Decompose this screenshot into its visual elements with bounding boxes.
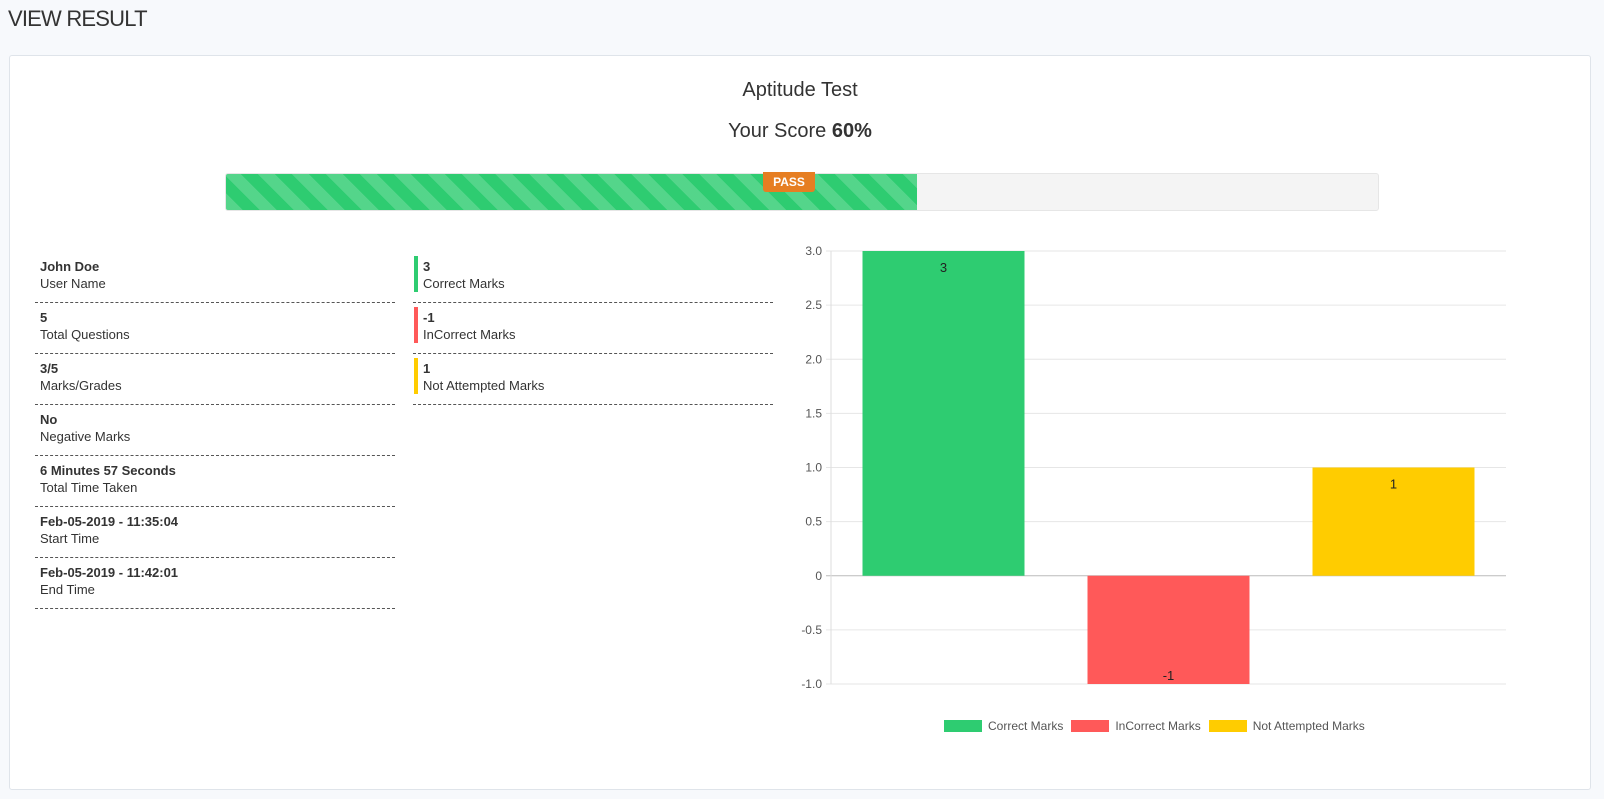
bar-data-label: 1 xyxy=(1390,477,1397,492)
details-list: John Doe User Name 5 Total Questions 3/5… xyxy=(35,252,395,609)
legend-swatch-correct xyxy=(944,720,982,732)
legend-item[interactable]: Not Attempted Marks xyxy=(1208,719,1365,733)
bar-data-label: 3 xyxy=(940,260,947,275)
legend-swatch-not-attempted xyxy=(1208,720,1247,732)
y-tick-label: 2.5 xyxy=(805,298,822,312)
detail-value: Feb-05-2019 - 11:42:01 xyxy=(40,565,179,580)
result-card: Aptitude Test Your Score 60% PASS John D… xyxy=(9,55,1591,790)
detail-row: 3/5 Marks/Grades xyxy=(35,354,395,405)
score-line: Your Score 60% xyxy=(10,120,1590,143)
detail-row: Feb-05-2019 - 11:35:04 Start Time xyxy=(35,507,395,558)
detail-row: No Negative Marks xyxy=(35,405,395,456)
marks-value: -1 xyxy=(423,310,435,325)
y-tick-label: -1.0 xyxy=(801,677,822,691)
detail-value: 6 Minutes 57 Seconds xyxy=(40,463,176,478)
bar-2 xyxy=(1087,575,1250,684)
page-title: VIEW RESULT xyxy=(8,6,148,31)
detail-label: User Name xyxy=(40,276,106,291)
detail-label: End Time xyxy=(40,582,95,597)
detail-value: No xyxy=(40,412,58,427)
detail-label: Total Time Taken xyxy=(40,480,138,495)
legend-item[interactable]: InCorrect Marks xyxy=(1071,719,1201,733)
correct-color-indicator xyxy=(414,256,418,292)
y-tick-label: 2.0 xyxy=(805,352,822,366)
y-tick-label: 1.5 xyxy=(805,406,822,420)
marks-label: InCorrect Marks xyxy=(423,327,516,342)
detail-row: 5 Total Questions xyxy=(35,303,395,354)
marks-row-incorrect: -1 InCorrect Marks xyxy=(413,303,773,354)
marks-label: Not Attempted Marks xyxy=(423,378,545,393)
detail-value: 3/5 xyxy=(40,361,59,376)
detail-row: 6 Minutes 57 Seconds Total Time Taken xyxy=(35,456,395,507)
y-tick-label: 0.5 xyxy=(805,515,822,529)
chart-legend: Correct Marks InCorrect Marks Not Attemp… xyxy=(944,717,1373,735)
legend-item[interactable]: Correct Marks xyxy=(944,719,1063,733)
test-title: Aptitude Test xyxy=(742,79,858,101)
pass-badge: PASS xyxy=(763,172,815,192)
bar-data-label: -1 xyxy=(1163,668,1175,683)
detail-label: Marks/Grades xyxy=(40,378,122,393)
detail-value: Feb-05-2019 - 11:35:04 xyxy=(40,514,179,529)
marks-row-correct: 3 Correct Marks xyxy=(413,252,773,303)
detail-value: 5 xyxy=(40,310,48,325)
legend-label: InCorrect Marks xyxy=(1115,719,1201,733)
marks-list: 3 Correct Marks -1 InCorrect Marks 1 Not… xyxy=(413,252,773,405)
marks-value: 3 xyxy=(423,259,431,274)
marks-bar-chart: 3.0 2.5 2.0 1.5 1.0 0.5 0 -0.5 -1.0 3 -1 1 xyxy=(786,234,1526,754)
y-tick-label: -0.5 xyxy=(801,623,822,637)
chart-canvas: 3.0 2.5 2.0 1.5 1.0 0.5 0 -0.5 -1.0 3 -1 1 xyxy=(801,244,1506,691)
marks-value: 1 xyxy=(423,361,431,376)
y-tick-label: 3.0 xyxy=(805,244,822,258)
detail-label: Start Time xyxy=(40,531,100,546)
legend-label: Not Attempted Marks xyxy=(1252,719,1365,733)
legend-label: Correct Marks xyxy=(988,719,1064,733)
detail-row: John Doe User Name xyxy=(35,252,395,303)
bar-3 xyxy=(1312,467,1475,576)
marks-label: Correct Marks xyxy=(423,276,505,291)
score-value: 60% xyxy=(831,120,872,142)
incorrect-color-indicator xyxy=(414,307,418,343)
not-attempted-color-indicator xyxy=(414,358,418,394)
score-label: Your Score xyxy=(728,120,827,142)
detail-value: John Doe xyxy=(40,259,100,274)
legend-swatch-incorrect xyxy=(1071,720,1110,732)
y-tick-label: 1.0 xyxy=(805,461,822,475)
detail-label: Total Questions xyxy=(40,327,130,342)
detail-label: Negative Marks xyxy=(40,429,131,444)
bar-1 xyxy=(862,251,1025,576)
marks-row-not-attempted: 1 Not Attempted Marks xyxy=(413,354,773,405)
detail-row: Feb-05-2019 - 11:42:01 End Time xyxy=(35,558,395,609)
y-tick-label: 0 xyxy=(815,569,822,583)
